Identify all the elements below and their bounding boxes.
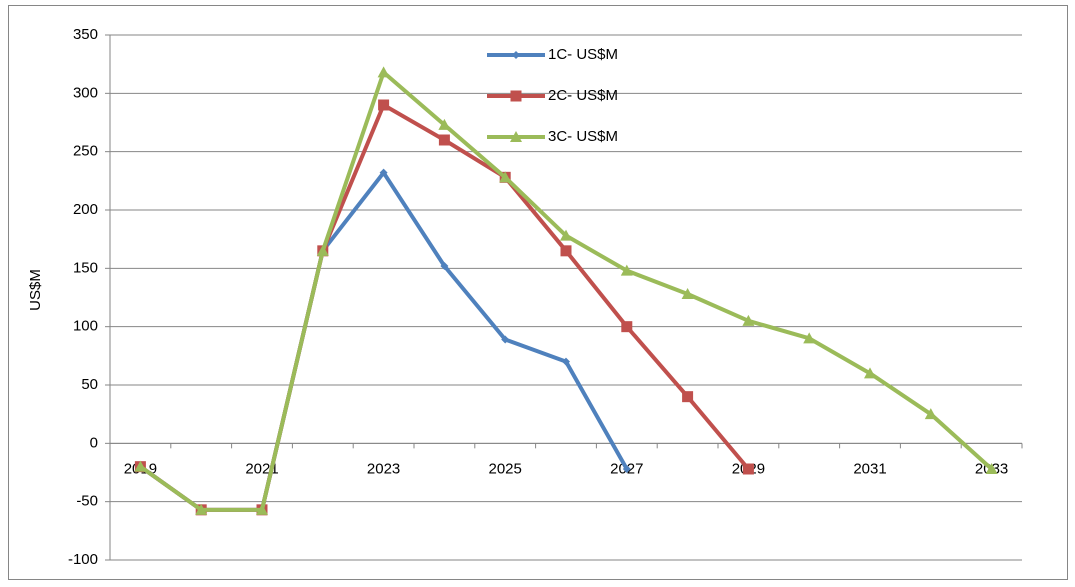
legend-label: 2C- US$M <box>548 87 618 104</box>
marker <box>195 503 208 515</box>
marker <box>924 408 937 420</box>
x-tick-label: 2023 <box>367 460 400 477</box>
marker <box>134 460 147 472</box>
marker <box>378 99 390 111</box>
marker <box>620 264 633 276</box>
marker <box>377 66 390 78</box>
y-tick-label: 150 <box>73 259 98 276</box>
legend-label: 1C- US$M <box>548 46 618 63</box>
marker <box>864 367 876 379</box>
y-tick-label: 200 <box>73 201 98 218</box>
legend-label: 3C- US$M <box>548 128 618 145</box>
x-tick-label: 2031 <box>853 460 886 477</box>
chart-frame <box>8 5 1068 580</box>
x-tick-label: 2025 <box>489 460 522 477</box>
marker <box>316 244 329 256</box>
marker <box>742 314 755 326</box>
marker <box>499 171 512 183</box>
legend-item: 1C- US$M <box>487 46 618 63</box>
marker <box>438 134 450 146</box>
y-tick-label: 300 <box>73 84 98 101</box>
marker <box>510 90 522 102</box>
marker <box>560 245 572 257</box>
legend-item: 3C- US$M <box>487 128 618 145</box>
marker <box>681 288 694 299</box>
y-tick-label: 250 <box>73 143 98 160</box>
marker <box>742 463 754 475</box>
y-tick-label: 350 <box>73 26 98 43</box>
marker <box>440 262 449 270</box>
marker <box>682 391 694 403</box>
marker <box>438 118 451 130</box>
marker <box>622 465 631 473</box>
marker <box>562 357 570 366</box>
y-tick-label: 0 <box>90 434 98 451</box>
marker <box>256 503 268 515</box>
y-tick-label: 50 <box>81 376 98 393</box>
marker <box>510 131 522 142</box>
marker <box>512 51 520 59</box>
y-tick-label: -100 <box>68 551 98 568</box>
y-axis-label: US$M <box>27 269 44 311</box>
y-tick-label: -50 <box>76 493 98 510</box>
marker <box>803 332 816 344</box>
y-tick-label: 100 <box>73 318 98 335</box>
marker <box>379 168 388 177</box>
marker <box>985 463 998 474</box>
legend-item: 2C- US$M <box>487 87 618 104</box>
marker <box>621 321 633 333</box>
marker <box>560 229 572 241</box>
marker <box>501 335 510 344</box>
